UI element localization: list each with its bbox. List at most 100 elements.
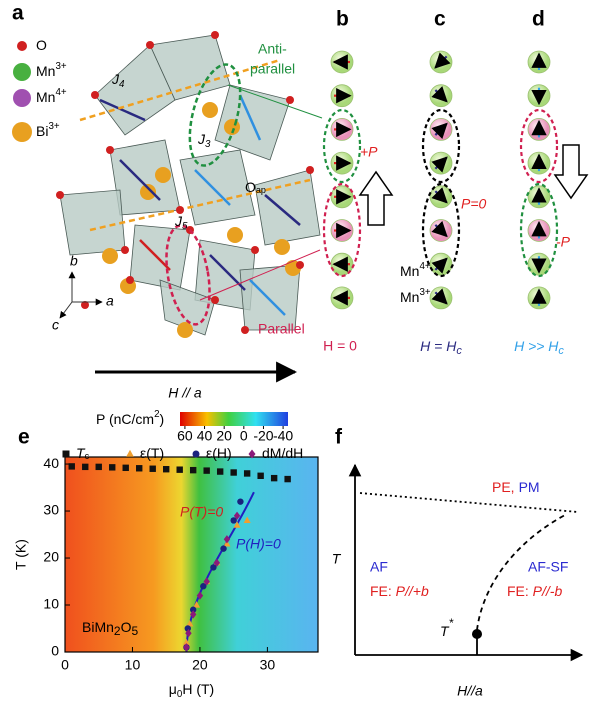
marker — [126, 449, 134, 457]
y-tick-label: 10 — [43, 596, 59, 612]
y-tick-label: 40 — [43, 455, 59, 471]
text: μ — [169, 681, 177, 697]
marker — [109, 464, 116, 471]
phase-label: AF-SF — [528, 559, 568, 575]
text: PM — [519, 479, 540, 495]
marker — [182, 638, 190, 646]
domain-ellipses — [322, 108, 559, 278]
text: ) — [160, 411, 165, 427]
colorbar-tick-label: 40 — [197, 428, 213, 444]
label: J3 — [197, 131, 211, 150]
parallel-label: Parallel — [258, 321, 305, 337]
marker — [200, 583, 207, 590]
label: Bi3+ — [36, 121, 60, 139]
spin-chains — [330, 50, 551, 310]
compound-label: BiMn2O5 — [82, 619, 138, 638]
legend-label: ε(T) — [140, 445, 164, 461]
panel-label: e — [18, 426, 30, 449]
axis-title: H//a — [457, 683, 483, 699]
colorbar-tick-label: 0 — [240, 428, 248, 444]
marker — [216, 468, 224, 475]
panel-label: b — [336, 8, 349, 31]
colorbar-tick-label: -40 — [273, 428, 293, 444]
marker — [163, 466, 170, 473]
marker — [284, 475, 291, 483]
critical-point — [472, 629, 482, 639]
axis-label: a — [106, 293, 114, 309]
marker — [122, 464, 129, 472]
marker — [257, 472, 264, 479]
antiparallel-label: parallel — [250, 61, 295, 77]
marker — [95, 463, 102, 471]
o-atoms — [56, 31, 314, 334]
marker — [136, 465, 143, 472]
text: dM/dH — [262, 445, 303, 461]
text: c — [558, 345, 564, 357]
text: FE: — [507, 583, 533, 599]
crystal-structure — [59, 34, 321, 336]
legend-swatch — [17, 41, 27, 51]
leader-line — [199, 249, 321, 301]
spin-flop-line — [476, 514, 566, 631]
text: O — [36, 37, 47, 53]
marker — [189, 466, 197, 474]
spin-arrow — [431, 257, 448, 274]
marker — [230, 517, 237, 524]
polarization-label: +P — [360, 144, 378, 160]
label: μ0H (T) — [169, 681, 214, 700]
legend-label: ε(H) — [206, 445, 232, 461]
antiparallel-ellipse — [188, 63, 242, 167]
axis-triad — [59, 271, 103, 319]
x-tick-label: 10 — [125, 657, 141, 673]
text: 4+ — [55, 87, 66, 98]
spin-arrow — [431, 156, 448, 173]
text: 0 — [177, 689, 183, 700]
text: PE, — [492, 479, 515, 495]
label: Mn3+ — [36, 61, 67, 79]
label: Mn4+ — [400, 261, 431, 279]
phase-label: FE: P//+b — [370, 583, 429, 599]
text: H (T) — [182, 681, 214, 697]
text: T — [76, 445, 86, 461]
marker — [203, 577, 210, 586]
text: 5 — [131, 624, 138, 638]
marker — [243, 470, 251, 477]
text: ε(T) — [140, 445, 164, 461]
y-tick-label: 0 — [51, 643, 59, 659]
spin-arrow — [431, 220, 448, 238]
legend-swatch — [12, 122, 32, 142]
text: ap — [256, 185, 266, 195]
axis-label: c — [52, 317, 59, 333]
marker — [203, 467, 210, 474]
marker — [186, 619, 194, 627]
ion-labels: Mn4+ Mn3+ — [400, 261, 431, 305]
marker — [176, 466, 183, 473]
panel-label: d — [532, 8, 545, 31]
text: Mn — [36, 63, 55, 79]
x-tick-label: 30 — [260, 657, 276, 673]
marker — [270, 474, 278, 482]
text: 2 — [114, 624, 121, 638]
annotation: P(H)=0 — [236, 536, 281, 552]
label: J5 — [174, 213, 188, 232]
text: * — [449, 616, 454, 630]
phase-label: PE, PM — [492, 479, 540, 495]
label: Mn4+ — [36, 87, 67, 105]
tstar-label: T* — [440, 616, 454, 639]
marker — [230, 469, 237, 476]
text: c — [85, 451, 90, 461]
marker — [233, 511, 241, 520]
colorbar — [180, 412, 288, 426]
marker — [185, 629, 192, 638]
marker — [189, 606, 197, 613]
label: Mn3+ — [400, 287, 431, 305]
axis-label: b — [70, 253, 78, 269]
legend-swatch — [13, 63, 31, 81]
text: J — [111, 71, 120, 87]
polarization-arrow — [358, 170, 394, 226]
spin-arrow — [431, 288, 448, 305]
text: 3+ — [48, 121, 59, 132]
